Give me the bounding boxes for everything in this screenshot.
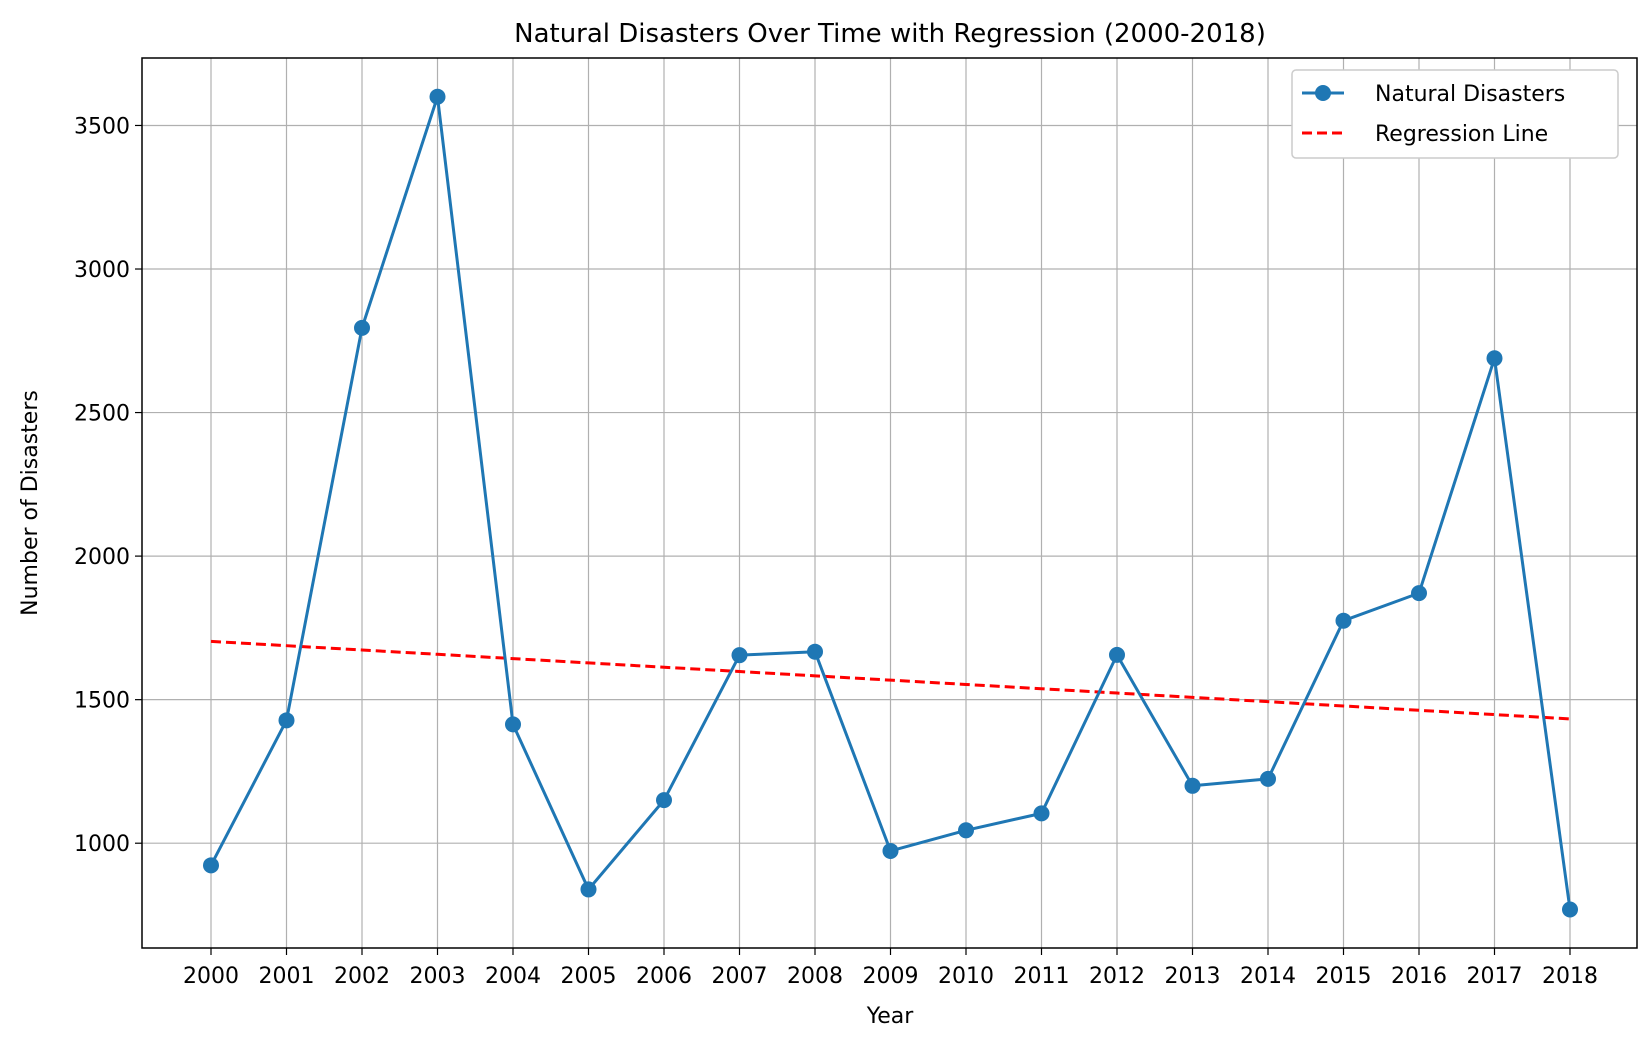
y-tick-label: 2500 [74,402,130,427]
x-tick-label: 2009 [863,964,919,989]
data-point [731,647,748,664]
y-tick-label: 1500 [74,689,130,714]
data-point [958,822,974,839]
x-tick-label: 2014 [1240,964,1296,989]
data-point [807,643,823,660]
x-tick-label: 2002 [334,964,390,989]
x-tick-label: 2007 [712,964,768,989]
y-tick-label: 3000 [74,258,130,283]
data-point [580,881,597,898]
x-tick-label: 2010 [938,964,994,989]
legend-label-regression: Regression Line [1375,122,1548,147]
data-point [505,716,521,733]
x-tick-label: 2000 [183,964,239,989]
y-tick-label: 2000 [74,545,130,570]
data-point [882,842,899,859]
data-point [1184,777,1201,794]
regression-line [210,639,1571,721]
x-tick-label: 2015 [1316,964,1372,989]
chart-title: Natural Disasters Over Time with Regress… [514,19,1266,49]
data-point [1033,805,1050,822]
plot-frame [141,57,1638,949]
x-tick-label: 2013 [1165,964,1221,989]
data-point [278,712,295,729]
data-point [1411,585,1427,602]
legend-marker-natural-disasters [1315,85,1331,101]
data-point [354,319,370,336]
x-tick-label: 2005 [561,964,617,989]
x-tick-label: 2006 [636,964,692,989]
x-tick-label: 2004 [485,964,541,989]
grid-lines [142,58,1637,948]
regression-series [210,639,1571,721]
data-point [1486,350,1503,367]
x-axis-ticks: 2000 2001 2002 2003 2004 2005 2006 2007 2008 2009… [183,948,1598,989]
data-point [1562,901,1578,918]
y-axis-label: Number of Disasters [18,390,43,616]
data-point [429,88,446,105]
y-tick-label: 3500 [74,114,130,139]
x-tick-label: 2017 [1467,964,1523,989]
x-tick-label: 2018 [1542,964,1598,989]
x-tick-label: 2012 [1089,964,1145,989]
y-tick-label: 1000 [74,832,130,857]
data-point [656,792,672,809]
x-tick-label: 2008 [787,964,843,989]
legend: Natural Disasters Regression Line [1291,69,1619,159]
data-point [1109,646,1125,663]
disasters-series [203,88,1578,918]
x-axis-label: Year [866,1004,915,1029]
x-tick-label: 2016 [1391,964,1447,989]
x-tick-label: 2001 [259,964,315,989]
data-point [203,857,219,874]
legend-box [1291,69,1619,159]
x-tick-label: 2003 [410,964,466,989]
data-point [1335,612,1352,629]
y-axis-ticks: 1000 1500 2000 2500 3000 3500 [74,114,142,857]
x-tick-label: 2011 [1014,964,1070,989]
legend-label-natural-disasters: Natural Disasters [1375,82,1565,107]
data-point [1260,770,1276,787]
